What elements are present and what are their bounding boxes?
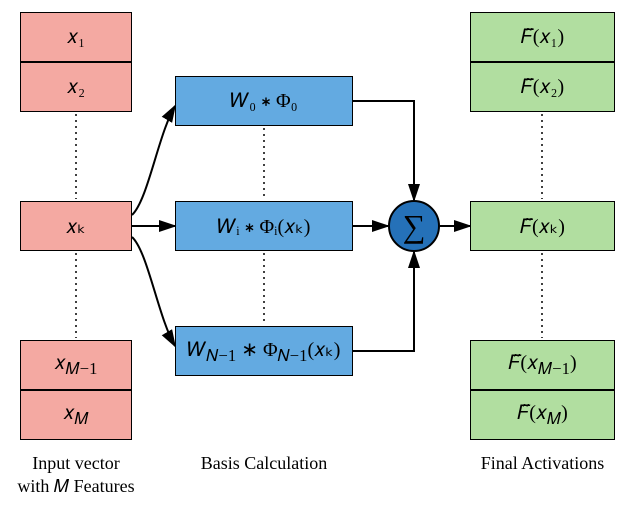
diagram-stage: 𝑥₁ 𝑥₂ 𝑥ₖ 𝑥𝑀−1 𝑥𝑀 𝑊₀ ∗ Φ₀ 𝑊ᵢ ∗ Φᵢ(𝑥ₖ) 𝑊𝑁−1 ∗ Φ𝑁−…: [0, 0, 640, 522]
sum-node: ∑: [388, 200, 440, 252]
arrow: [132, 106, 175, 215]
input-xM1-label: 𝑥𝑀−1: [55, 352, 98, 379]
basis-wN1-label: 𝑊𝑁−1 ∗ Φ𝑁−1(𝑥ₖ): [188, 337, 341, 366]
sum-symbol: ∑: [403, 208, 426, 245]
output-fxM1-label: 𝐹̃(𝑥𝑀−1): [508, 352, 576, 379]
input-xk-label: 𝑥ₖ: [66, 214, 86, 239]
input-xM-label: 𝑥𝑀: [63, 402, 88, 429]
input-xM1: 𝑥𝑀−1: [20, 340, 132, 390]
output-fx2-label: 𝐹̃(𝑥₂): [521, 76, 564, 99]
caption-output: Final Activations: [465, 452, 620, 475]
output-fxM1: 𝐹̃(𝑥𝑀−1): [470, 340, 615, 390]
arrow: [353, 252, 414, 351]
caption-input: Input vector with 𝑀 Features: [10, 452, 142, 497]
input-x2: 𝑥₂: [20, 62, 132, 112]
output-fxM-label: 𝐹̃(𝑥𝑀): [517, 402, 568, 429]
basis-wN1: 𝑊𝑁−1 ∗ Φ𝑁−1(𝑥ₖ): [175, 326, 353, 376]
caption-basis: Basis Calculation: [175, 452, 353, 475]
basis-w0-label: 𝑊₀ ∗ Φ₀: [230, 90, 297, 113]
basis-wi-label: 𝑊ᵢ ∗ Φᵢ(𝑥ₖ): [218, 214, 311, 239]
output-fxk: 𝐹̃(𝑥ₖ): [470, 201, 615, 251]
output-fxM: 𝐹̃(𝑥𝑀): [470, 390, 615, 440]
basis-w0: 𝑊₀ ∗ Φ₀: [175, 76, 353, 126]
input-xM: 𝑥𝑀: [20, 390, 132, 440]
output-fx2: 𝐹̃(𝑥₂): [470, 62, 615, 112]
arrow: [353, 101, 414, 200]
input-x2-label: 𝑥₂: [67, 76, 85, 99]
output-fx1-label: 𝐹̃(𝑥₁): [521, 26, 564, 49]
output-fxk-label: 𝐹̃(𝑥ₖ): [520, 214, 565, 239]
arrow: [132, 237, 175, 346]
output-fx1: 𝐹̃(𝑥₁): [470, 12, 615, 62]
input-x1: 𝑥₁: [20, 12, 132, 62]
input-x1-label: 𝑥₁: [67, 26, 85, 49]
basis-wi: 𝑊ᵢ ∗ Φᵢ(𝑥ₖ): [175, 201, 353, 251]
input-xk: 𝑥ₖ: [20, 201, 132, 251]
